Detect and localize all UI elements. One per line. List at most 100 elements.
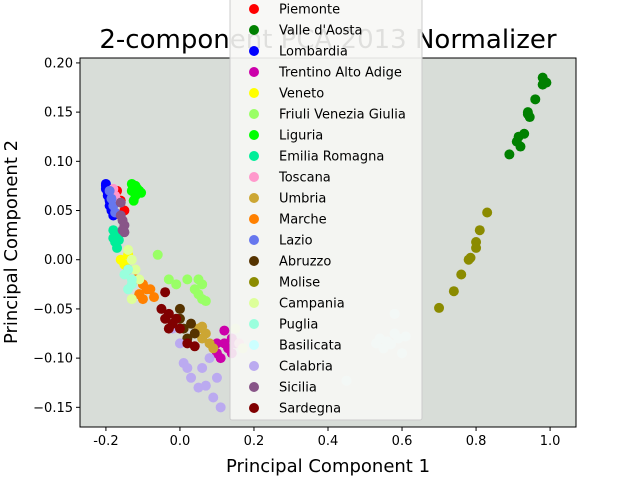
legend-label: Emilia Romagna [279,150,384,165]
data-point [108,233,119,244]
y-tick-label: 0.05 [44,204,73,219]
data-point [204,353,215,364]
legend-marker [249,109,259,119]
legend-label: Basilicata [279,339,342,354]
data-point [160,287,171,298]
data-point [208,392,219,403]
legend-label: Umbria [279,192,326,207]
data-point [215,402,226,413]
legend-entry: Basilicata [249,339,342,354]
y-axis-ticks: 0.20 0.15 0.10 0.05 0.00 −0.05 −0.10 −0.15 [33,56,80,416]
data-point [149,292,160,303]
legend-marker [249,25,259,35]
legend: Piemonte Valle d'Aosta Lombardia Trentino A… [229,0,423,421]
data-point [482,207,493,218]
legend-label: Toscana [278,171,331,186]
data-point [126,279,137,290]
data-point [104,185,115,196]
legend-entry: Puglia [249,318,318,333]
data-point [530,94,541,105]
legend-label: Abruzzo [279,255,331,270]
data-point [152,249,163,260]
data-point [182,362,193,373]
x-tick-label: 0.0 [170,434,191,449]
legend-entry: Lombardia [249,45,348,60]
data-point [208,343,219,354]
legend-entry: Emilia Romagna [249,150,384,165]
legend-label: Campania [279,297,345,312]
data-point [186,318,197,329]
data-point [219,338,230,349]
data-point [123,244,134,255]
y-axis-label: Principal Component 2 [1,140,22,344]
legend-entry: Veneto [249,87,324,102]
y-tick-label: −0.05 [33,302,73,317]
data-point [163,323,174,334]
x-axis-label: Principal Component 1 [226,456,430,477]
legend-marker [249,382,259,392]
series-valle-d-aosta [504,72,552,160]
series-friuli-venezia-giulia [152,249,211,307]
y-tick-label: −0.10 [33,352,73,367]
data-point [474,225,485,236]
legend-label: Veneto [279,87,324,102]
data-point [463,254,474,265]
data-point [163,308,174,319]
data-point [137,294,148,305]
legend-entry: Campania [249,297,345,312]
y-tick-label: 0.00 [44,253,73,268]
data-point [126,294,137,305]
legend-entry: Marche [249,213,327,228]
series-liguria [126,178,147,206]
data-point [126,254,137,265]
legend-marker [249,319,259,329]
legend-marker [249,130,259,140]
series-sardegna [156,287,200,352]
legend-entry: Friuli Venezia Giulia [249,108,406,123]
data-point [197,279,208,290]
legend-box [229,0,423,421]
legend-entry: Umbria [249,192,326,207]
data-point [511,136,522,147]
data-point [197,321,208,332]
data-point [145,284,156,295]
legend-label: Valle d'Aosta [279,24,362,39]
legend-entry: Abruzzo [249,255,331,270]
data-point [522,109,533,120]
data-point [211,372,222,383]
legend-entry: Valle d'Aosta [249,24,362,39]
legend-marker [249,298,259,308]
legend-entry: Liguria [249,129,323,144]
data-point [434,302,445,313]
x-tick-label: 1.0 [540,434,561,449]
x-axis-ticks: -0.2 0.0 0.2 0.4 0.6 0.8 1.0 [93,427,560,449]
legend-entry: Sicilia [249,381,317,396]
data-point [115,254,126,265]
data-point [112,242,123,253]
data-point [504,149,515,160]
legend-entry: Sardegna [249,402,341,417]
data-point [219,325,230,336]
data-point [174,303,185,314]
legend-label: Piemonte [279,3,340,18]
legend-label: Molise [279,276,320,291]
data-point [174,338,185,349]
legend-label: Lombardia [279,45,348,60]
data-point [200,380,211,391]
x-tick-label: 0.4 [318,434,339,449]
data-point [189,341,200,352]
legend-entry: Toscana [249,171,331,186]
legend-entry: Molise [249,276,320,291]
data-point [119,227,130,238]
data-point [171,313,182,324]
legend-entry: Calabria [249,360,333,375]
legend-label: Lazio [279,234,313,249]
y-tick-label: 0.15 [44,106,73,121]
legend-label: Sicilia [279,381,317,396]
legend-marker [249,151,259,161]
data-point [189,328,200,339]
legend-entry: Lazio [249,234,313,249]
series-molise [434,207,493,313]
legend-label: Puglia [279,318,318,333]
